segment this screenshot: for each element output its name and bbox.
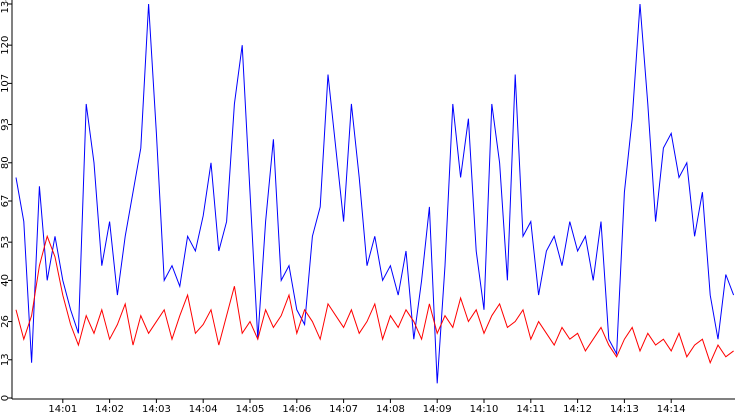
x-tick-label: 14:08 [376, 404, 405, 415]
y-tick-label: 40 [0, 274, 11, 287]
x-tick-label: 14:10 [470, 404, 499, 415]
x-tick-label: 14:07 [329, 404, 358, 415]
y-tick-label: 13 [0, 353, 11, 366]
x-tick-label: 14:05 [236, 404, 265, 415]
x-tick-label: 14:09 [423, 404, 452, 415]
data-line [15, 3, 735, 384]
y-tick-label: 67 [0, 195, 11, 208]
x-tick-label: 14:14 [657, 404, 686, 415]
y-tick-label: 134 [0, 0, 11, 14]
data-line [15, 234, 734, 365]
x-tick-label: 14:04 [189, 404, 218, 415]
y-tick-label: 93 [0, 118, 11, 131]
y-tick-label: 80 [0, 156, 11, 169]
x-tick-label: 14:06 [282, 404, 311, 415]
x-tick-label: 14:02 [95, 404, 124, 415]
x-tick-label: 14:11 [516, 404, 545, 415]
x-tick-label: 14:03 [142, 404, 171, 415]
x-tick-label: 14:01 [48, 404, 77, 415]
y-tick-label: 53 [0, 236, 11, 249]
y-tick-label: 26 [0, 315, 11, 328]
y-tick-label: 107 [0, 74, 11, 93]
x-tick-label: 14:13 [610, 404, 639, 415]
y-tick-label: 120 [0, 36, 11, 55]
y-tick-label: 0 [0, 395, 11, 401]
x-tick-label: 14:12 [563, 404, 592, 415]
